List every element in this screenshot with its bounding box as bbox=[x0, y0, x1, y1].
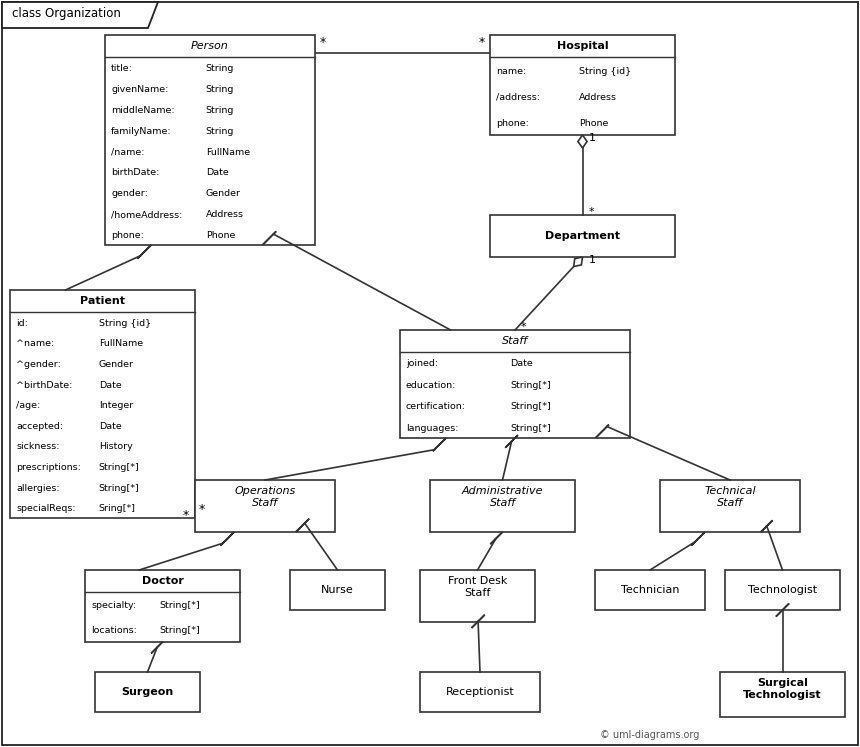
Text: String[*]: String[*] bbox=[510, 381, 551, 390]
Text: /homeAddress:: /homeAddress: bbox=[111, 210, 182, 219]
Text: name:: name: bbox=[496, 66, 526, 75]
Text: accepted:: accepted: bbox=[16, 422, 63, 431]
Text: locations:: locations: bbox=[91, 626, 137, 635]
Text: String {id}: String {id} bbox=[99, 319, 150, 328]
Text: Date: Date bbox=[99, 381, 121, 390]
Bar bbox=[195, 480, 335, 532]
Text: prescriptions:: prescriptions: bbox=[16, 463, 81, 472]
Text: ^birthDate:: ^birthDate: bbox=[16, 381, 72, 390]
Text: Technical
Staff: Technical Staff bbox=[704, 486, 756, 508]
Text: Administrative
Staff: Administrative Staff bbox=[462, 486, 544, 508]
Text: String: String bbox=[206, 85, 234, 94]
Text: Address: Address bbox=[579, 93, 617, 102]
Text: Gender: Gender bbox=[206, 189, 241, 198]
Bar bbox=[490, 215, 675, 257]
Text: String[*]: String[*] bbox=[510, 403, 551, 412]
Text: joined:: joined: bbox=[406, 359, 438, 368]
Text: Surgeon: Surgeon bbox=[121, 687, 174, 697]
Text: String[*]: String[*] bbox=[99, 463, 139, 472]
Bar bbox=[10, 290, 195, 518]
Text: /name:: /name: bbox=[111, 148, 144, 157]
Text: birthDate:: birthDate: bbox=[111, 168, 159, 178]
Text: Phone: Phone bbox=[579, 119, 608, 128]
Text: Date: Date bbox=[99, 422, 121, 431]
Text: String: String bbox=[206, 127, 234, 136]
Bar bbox=[430, 480, 575, 532]
Text: *: * bbox=[479, 36, 485, 49]
Text: History: History bbox=[99, 442, 132, 451]
Text: String[*]: String[*] bbox=[510, 424, 551, 433]
Text: gender:: gender: bbox=[111, 189, 148, 198]
Text: 1: 1 bbox=[588, 133, 595, 143]
Text: middleName:: middleName: bbox=[111, 106, 175, 115]
Text: Receptionist: Receptionist bbox=[445, 687, 514, 697]
Text: languages:: languages: bbox=[406, 424, 458, 433]
Bar bbox=[490, 35, 675, 135]
Text: Front Desk
Staff: Front Desk Staff bbox=[448, 576, 507, 598]
Text: specialty:: specialty: bbox=[91, 601, 136, 610]
Text: Nurse: Nurse bbox=[321, 585, 353, 595]
Text: Date: Date bbox=[510, 359, 533, 368]
Text: ^name:: ^name: bbox=[16, 339, 54, 348]
Bar bbox=[85, 570, 240, 642]
Text: String[*]: String[*] bbox=[159, 626, 200, 635]
Text: Operations
Staff: Operations Staff bbox=[235, 486, 296, 508]
Text: Surgical
Technologist: Surgical Technologist bbox=[743, 678, 822, 700]
Bar bbox=[660, 480, 800, 532]
Text: Gender: Gender bbox=[99, 360, 134, 369]
Text: Integer: Integer bbox=[99, 401, 133, 410]
Text: Hospital: Hospital bbox=[556, 41, 608, 51]
Text: Staff: Staff bbox=[502, 336, 528, 346]
Text: certification:: certification: bbox=[406, 403, 466, 412]
Text: Sring[*]: Sring[*] bbox=[99, 504, 136, 513]
Text: familyName:: familyName: bbox=[111, 127, 172, 136]
Text: *: * bbox=[588, 207, 594, 217]
Text: *: * bbox=[320, 36, 326, 49]
Text: allergies:: allergies: bbox=[16, 483, 59, 492]
Text: String: String bbox=[206, 106, 234, 115]
Text: *: * bbox=[199, 503, 206, 516]
Text: String {id}: String {id} bbox=[579, 66, 631, 75]
Text: © uml-diagrams.org: © uml-diagrams.org bbox=[600, 730, 699, 740]
Bar bbox=[400, 330, 630, 438]
Bar bbox=[105, 35, 315, 245]
Text: title:: title: bbox=[111, 64, 133, 73]
Text: specialReqs:: specialReqs: bbox=[16, 504, 76, 513]
Text: sickness:: sickness: bbox=[16, 442, 59, 451]
Text: Technologist: Technologist bbox=[748, 585, 817, 595]
Bar bbox=[420, 672, 540, 712]
Text: givenName:: givenName: bbox=[111, 85, 169, 94]
Text: Patient: Patient bbox=[80, 296, 125, 306]
Text: String[*]: String[*] bbox=[159, 601, 200, 610]
Bar bbox=[290, 570, 385, 610]
Text: Address: Address bbox=[206, 210, 243, 219]
Bar bbox=[725, 570, 840, 610]
Text: phone:: phone: bbox=[496, 119, 529, 128]
Text: phone:: phone: bbox=[111, 231, 144, 240]
Text: education:: education: bbox=[406, 381, 457, 390]
Text: Person: Person bbox=[191, 41, 229, 51]
Text: String: String bbox=[206, 64, 234, 73]
Bar bbox=[720, 672, 845, 717]
Text: *: * bbox=[521, 322, 526, 332]
Text: ^gender:: ^gender: bbox=[16, 360, 61, 369]
Text: 1: 1 bbox=[588, 255, 595, 265]
Text: FullName: FullName bbox=[99, 339, 143, 348]
Text: *: * bbox=[182, 509, 189, 522]
Text: Department: Department bbox=[545, 231, 620, 241]
Text: class Organization: class Organization bbox=[12, 7, 121, 20]
Polygon shape bbox=[2, 2, 158, 28]
Text: Date: Date bbox=[206, 168, 229, 178]
Text: id:: id: bbox=[16, 319, 28, 328]
Bar bbox=[95, 672, 200, 712]
Bar bbox=[420, 570, 535, 622]
Text: Technician: Technician bbox=[621, 585, 679, 595]
Text: FullName: FullName bbox=[206, 148, 250, 157]
Text: /address:: /address: bbox=[496, 93, 540, 102]
Text: /age:: /age: bbox=[16, 401, 40, 410]
Text: Phone: Phone bbox=[206, 231, 235, 240]
Text: Doctor: Doctor bbox=[142, 576, 183, 586]
Bar bbox=[595, 570, 705, 610]
Text: String[*]: String[*] bbox=[99, 483, 139, 492]
